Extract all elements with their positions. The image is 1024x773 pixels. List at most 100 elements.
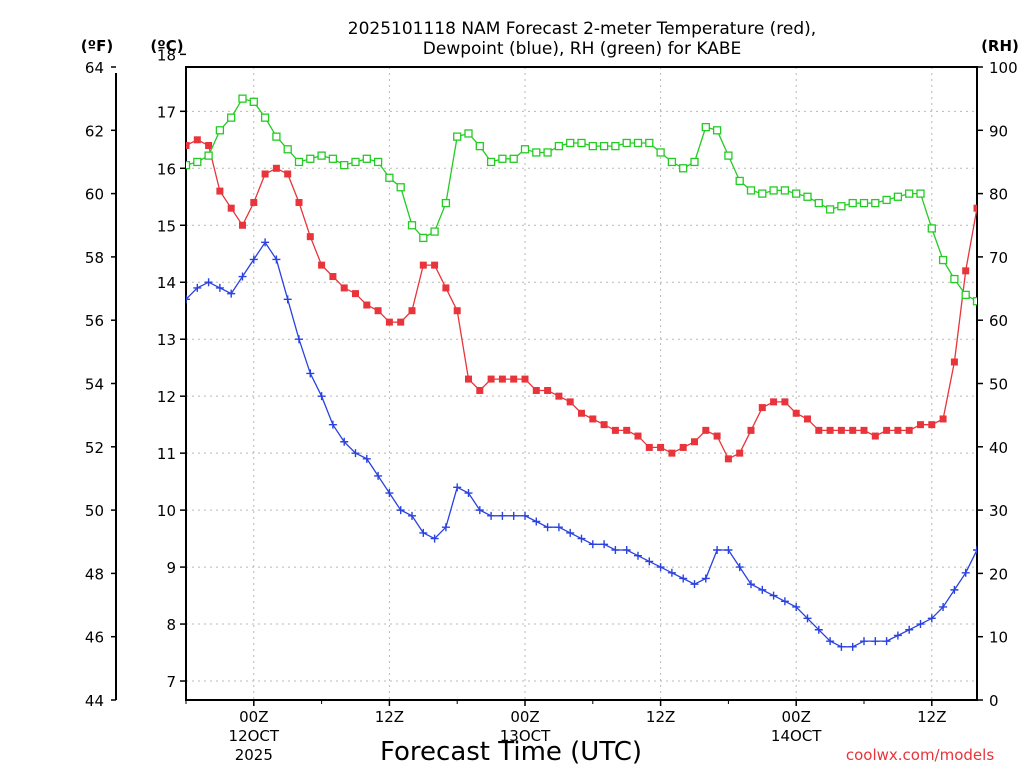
- dewpoint-point: [645, 557, 654, 566]
- dewpoint-point: [984, 529, 992, 537]
- temperature-point: [600, 421, 608, 429]
- temperature-point: [883, 426, 891, 434]
- temperature-point: [408, 307, 416, 315]
- dewpoint-point: [973, 545, 977, 554]
- rh-point: [961, 290, 970, 300]
- rh-point: [430, 227, 439, 236]
- fahrenheit-tick-label: 52: [85, 439, 104, 457]
- rh-point: [780, 186, 790, 195]
- temperature-point: [792, 409, 800, 417]
- temperature-point: [453, 307, 461, 315]
- x-tick-date: 14OCT: [771, 727, 822, 745]
- rh-point: [419, 233, 428, 243]
- rh-point: [950, 274, 959, 284]
- rh-tick-label: 80: [989, 186, 1008, 204]
- rh-point: [837, 202, 846, 211]
- rh-point: [340, 160, 349, 170]
- celsius-tick-label: 16: [157, 160, 176, 178]
- rh-point: [916, 189, 925, 198]
- celsius-tick-label: 10: [157, 502, 176, 520]
- x-tick-label: 12Z: [917, 708, 946, 726]
- temperature-point: [295, 198, 303, 206]
- rh-point: [566, 138, 575, 148]
- temperature-point: [352, 290, 359, 298]
- rh-point: [814, 198, 823, 208]
- rh-point: [746, 186, 756, 195]
- dewpoint-point: [634, 551, 642, 560]
- dewpoint-point: [837, 642, 846, 651]
- dewpoint-point: [261, 238, 270, 247]
- rh-point: [373, 157, 383, 167]
- temperature-point: [510, 375, 518, 383]
- temperature-point: [385, 318, 393, 326]
- temperature-point: [939, 415, 947, 423]
- temperature-point: [193, 136, 201, 144]
- dewpoint-point: [396, 506, 405, 515]
- temperature-point: [261, 170, 269, 178]
- temperature-point: [702, 426, 710, 434]
- rh-tick-label: 0: [989, 692, 999, 710]
- x-axis-label: Forecast Time (UTC): [380, 737, 642, 767]
- temperature-point: [849, 426, 857, 434]
- rh-tick-label: 40: [989, 439, 1008, 457]
- dewpoint-point: [193, 283, 202, 292]
- rh-point: [317, 151, 326, 160]
- temperature-point: [205, 142, 213, 150]
- temperature-point: [747, 426, 755, 434]
- dewpoint-point: [747, 580, 755, 589]
- dewpoint-point: [441, 523, 450, 532]
- rh-point: [509, 154, 518, 163]
- rh-point: [712, 126, 722, 135]
- x-tick-date: 13OCT: [500, 727, 551, 745]
- temperature-point: [804, 415, 811, 423]
- temperature-point: [928, 421, 936, 429]
- dewpoint-point: [306, 369, 315, 378]
- rh-point: [577, 138, 586, 148]
- temperature-point: [589, 415, 597, 423]
- fahrenheit-tick-label: 58: [85, 249, 104, 267]
- rh-tick-label: 60: [989, 312, 1008, 330]
- dewpoint-point: [186, 295, 190, 304]
- x-tick-year: 2025: [235, 746, 273, 764]
- rh-point: [985, 298, 992, 305]
- temperature-point: [634, 432, 642, 440]
- temperature-point: [950, 358, 958, 366]
- dewpoint-point: [724, 545, 733, 554]
- dewpoint-point: [871, 637, 880, 646]
- dewpoint-point: [713, 545, 722, 554]
- temperature-line: [186, 139, 977, 460]
- rh-point: [186, 160, 191, 170]
- rh-point: [769, 186, 778, 195]
- celsius-tick-label: 12: [157, 388, 176, 406]
- dewpoint-point: [238, 272, 247, 281]
- dewpoint-point: [408, 511, 416, 520]
- celsius-tick-label: 14: [157, 274, 176, 292]
- dewpoint-point: [498, 511, 507, 520]
- temperature-point: [329, 273, 337, 281]
- dewpoint-point: [1007, 495, 1015, 503]
- chart-title: 2025101118 NAM Forecast 2-meter Temperat…: [348, 19, 816, 39]
- dewpoint-point: [769, 591, 778, 600]
- rh-point: [215, 126, 225, 135]
- dewpoint-point: [295, 335, 303, 344]
- rh-point: [475, 141, 484, 151]
- rh-point: [362, 154, 371, 163]
- rh-unit-label: (RH): [981, 37, 1019, 55]
- x-tick-label: 00Z: [239, 708, 268, 726]
- celsius-tick-label: 11: [157, 445, 176, 463]
- dewpoint-point: [464, 489, 473, 498]
- temperature-point: [397, 318, 405, 326]
- temperature-point: [431, 261, 439, 269]
- temperature-point: [284, 170, 292, 178]
- celsius-tick-label: 13: [157, 331, 176, 349]
- temperature-point: [250, 198, 258, 206]
- rh-tick-label: 90: [989, 122, 1008, 140]
- temperature-point: [239, 221, 246, 229]
- rh-point: [611, 141, 620, 151]
- x-tick-label: 00Z: [782, 708, 811, 726]
- rh-point: [204, 151, 213, 160]
- rh-point: [272, 132, 281, 141]
- rh-point: [927, 224, 936, 233]
- fahrenheit-tick-label: 60: [85, 186, 104, 204]
- temperature-point: [1007, 108, 1014, 115]
